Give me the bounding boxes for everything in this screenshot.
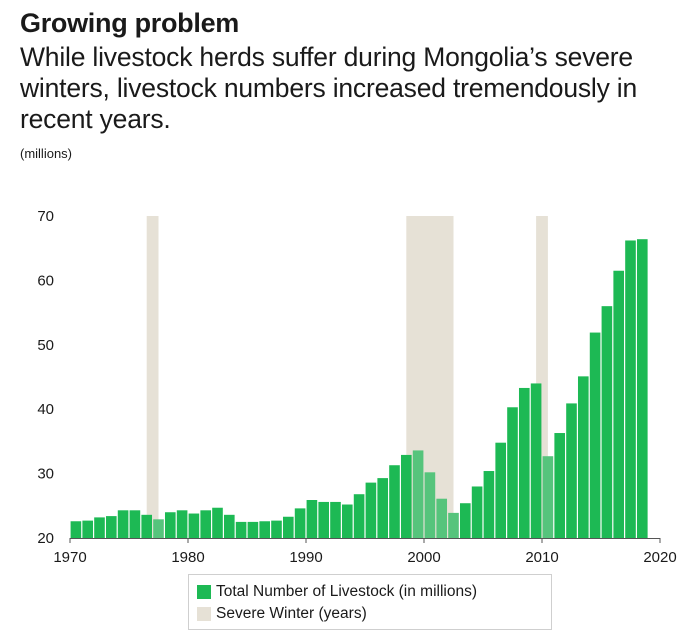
x-tick-label: 1980 [171, 549, 204, 566]
bar-1976 [141, 514, 153, 538]
bar-1992 [330, 501, 341, 538]
legend-label-winter: Severe Winter (years) [216, 605, 367, 622]
bar-1999 [412, 450, 424, 538]
y-tick-label: 70 [37, 208, 54, 225]
bar-1973 [105, 516, 117, 538]
unit-label: (millions) [20, 146, 72, 161]
bar-1987 [271, 520, 282, 538]
y-tick-label: 20 [37, 530, 54, 547]
bar-1981 [200, 510, 212, 538]
legend-item-winter: Severe Winter (years) [197, 605, 367, 623]
legend-swatch-livestock [197, 585, 211, 599]
bar-2012 [566, 403, 577, 538]
bar-2015 [601, 306, 613, 538]
bar-2000 [424, 472, 436, 538]
bar-1970 [70, 521, 82, 538]
livestock-chart: 20 30 40 50 60 70 1970 1980 1990 2000 2010 2020 [37, 208, 676, 566]
legend-swatch-winter [197, 607, 211, 621]
axes: 20 30 40 50 60 70 1970 1980 1990 2000 2010 2020 [37, 208, 676, 566]
bar-1991 [318, 501, 330, 538]
bar-2014 [589, 332, 601, 538]
bar-2006 [495, 442, 507, 538]
bar-1993 [341, 504, 353, 538]
bar-2009 [530, 383, 542, 538]
bar-2017 [625, 240, 636, 539]
bar-1971 [82, 520, 94, 538]
chart-subtitle: While livestock herds suffer during Mong… [20, 42, 638, 134]
bar-2004 [471, 486, 483, 538]
bar-1997 [389, 465, 400, 538]
y-tick-label: 60 [37, 272, 54, 289]
chart-title: Growing problem [20, 8, 240, 38]
bar-1972 [94, 517, 105, 538]
bar-1994 [353, 494, 365, 538]
bar-1998 [400, 454, 412, 538]
x-tick-label: 1970 [53, 549, 86, 566]
x-tick-label: 2020 [643, 549, 676, 566]
bar-2018 [636, 239, 648, 538]
severe-winter-band-2 [536, 216, 548, 538]
bar-1986 [259, 521, 271, 538]
x-tick-label: 1990 [289, 549, 322, 566]
bar-1977 [153, 519, 164, 538]
bar-1975 [129, 510, 141, 538]
bar-2008 [518, 387, 530, 538]
bar-1996 [377, 478, 389, 538]
bar-1982 [212, 507, 223, 538]
bar-1980 [188, 513, 200, 538]
legend-label-livestock: Total Number of Livestock (in millions) [216, 583, 478, 600]
x-tick-label: 2000 [407, 549, 440, 566]
bar-2011 [554, 433, 566, 538]
bar-2007 [507, 407, 518, 538]
bar-2001 [436, 498, 448, 538]
bar-1984 [235, 521, 247, 538]
bar-2013 [577, 376, 589, 538]
bar-1989 [294, 508, 306, 538]
bar-1979 [176, 510, 188, 538]
bar-1983 [223, 514, 235, 538]
bar-2005 [483, 471, 495, 538]
bar-1974 [117, 510, 129, 538]
bar-1978 [164, 512, 176, 538]
bar-1988 [282, 516, 294, 538]
bar-2003 [459, 503, 471, 538]
bar-1995 [365, 482, 377, 538]
y-tick-label: 30 [37, 466, 54, 483]
bar-1985 [247, 521, 259, 538]
bar-2002 [448, 512, 459, 538]
bar-1990 [306, 500, 318, 538]
severe-winter-band-0 [146, 216, 159, 538]
y-tick-label: 40 [37, 401, 54, 418]
x-tick-label: 2010 [525, 549, 558, 566]
livestock-bars [70, 239, 648, 539]
chart-legend: Total Number of Livestock (in millions) … [188, 574, 552, 630]
y-tick-label: 50 [37, 337, 54, 354]
legend-item-livestock: Total Number of Livestock (in millions) [197, 583, 477, 601]
bar-2010 [542, 456, 554, 538]
bar-2016 [613, 270, 625, 538]
